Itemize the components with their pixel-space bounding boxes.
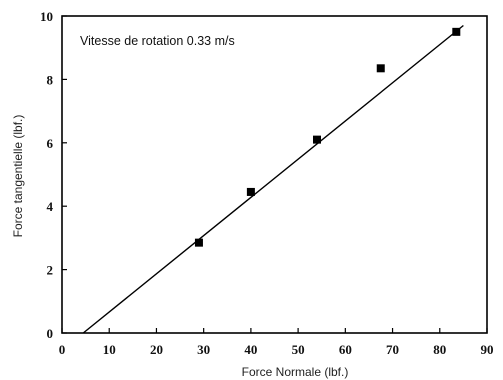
ticks — [61, 15, 488, 334]
data-point — [246, 187, 255, 196]
y-tick-label: 4 — [47, 199, 54, 214]
x-tick-label: 80 — [433, 342, 446, 357]
tick-labels: 0 10 20 30 40 50 60 70 80 90 0 2 4 6 8 10 — [40, 9, 494, 357]
y-tick-label: 2 — [47, 263, 54, 278]
fit-line — [82, 24, 464, 334]
plot-frame — [61, 15, 488, 334]
y-tick-label: 8 — [47, 72, 54, 87]
x-tick-label: 0 — [59, 342, 66, 357]
y-tick-label: 10 — [40, 9, 53, 24]
x-tick-label: 50 — [292, 342, 305, 357]
x-tick-label: 40 — [244, 342, 257, 357]
data-point — [194, 238, 203, 247]
chart-annotation: Vitesse de rotation 0.33 m/s — [80, 34, 235, 48]
y-axis-label: Force tangentielle (lbf.) — [11, 115, 25, 238]
x-axis-label: Force Normale (lbf.) — [242, 365, 349, 379]
data-point — [313, 135, 321, 144]
x-tick-label: 60 — [339, 342, 352, 357]
x-tick-label: 10 — [103, 342, 116, 357]
x-tick-label: 30 — [197, 342, 210, 357]
x-tick-label: 70 — [386, 342, 399, 357]
x-tick-label: 90 — [481, 342, 494, 357]
data-points — [194, 27, 461, 247]
data-point — [452, 27, 461, 36]
y-tick-label: 6 — [47, 136, 54, 151]
data-point — [376, 64, 385, 73]
y-tick-label: 0 — [47, 326, 54, 341]
x-tick-label: 20 — [150, 342, 163, 357]
